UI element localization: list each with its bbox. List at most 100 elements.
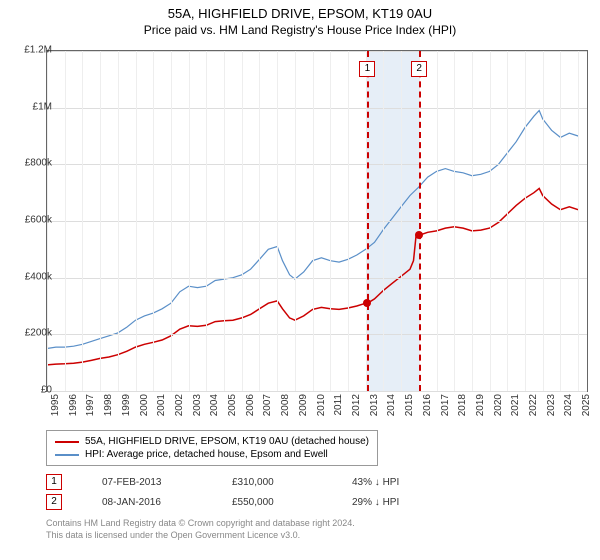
gridline-v — [100, 51, 101, 391]
x-axis-label: 2017 — [440, 394, 451, 424]
gridline-v — [171, 51, 172, 391]
gridline-v — [472, 51, 473, 391]
gridline-v — [383, 51, 384, 391]
sales-row-delta: 43% ↓ HPI — [352, 477, 399, 488]
y-axis-label: £1.2M — [12, 45, 52, 56]
x-axis-label: 1999 — [121, 394, 132, 424]
gridline-h — [47, 108, 587, 109]
gridline-v — [136, 51, 137, 391]
gridline-v — [259, 51, 260, 391]
chart-container: 55A, HIGHFIELD DRIVE, EPSOM, KT19 0AU Pr… — [0, 0, 600, 560]
footer-line-2: This data is licensed under the Open Gov… — [46, 530, 586, 542]
gridline-v — [206, 51, 207, 391]
gridline-v — [490, 51, 491, 391]
gridline-h — [47, 278, 587, 279]
x-axis-label: 2007 — [262, 394, 273, 424]
sales-row-price: £310,000 — [232, 477, 312, 488]
x-axis-label: 2025 — [581, 394, 592, 424]
gridline-h — [47, 391, 587, 392]
legend-label: 55A, HIGHFIELD DRIVE, EPSOM, KT19 0AU (d… — [85, 436, 369, 447]
sales-row-price: £550,000 — [232, 497, 312, 508]
y-axis-label: £1M — [12, 101, 52, 112]
sales-row: 107-FEB-2013£310,00043% ↓ HPI — [46, 472, 586, 492]
x-axis-label: 2003 — [192, 394, 203, 424]
gridline-v — [507, 51, 508, 391]
gridline-h — [47, 51, 587, 52]
x-axis-label: 2022 — [528, 394, 539, 424]
x-axis-label: 2012 — [351, 394, 362, 424]
gridline-v — [578, 51, 579, 391]
x-axis-label: 2020 — [493, 394, 504, 424]
y-axis-label: £0 — [12, 385, 52, 396]
gridline-v — [295, 51, 296, 391]
y-axis-label: £200k — [12, 328, 52, 339]
sale-marker-box: 1 — [359, 61, 375, 77]
sales-row-date: 08-JAN-2016 — [102, 497, 192, 508]
chart-subtitle: Price paid vs. HM Land Registry's House … — [0, 21, 600, 41]
x-axis-label: 1997 — [85, 394, 96, 424]
x-axis-label: 2006 — [245, 394, 256, 424]
x-axis-label: 2016 — [422, 394, 433, 424]
sale-marker-line — [367, 51, 369, 391]
x-axis-label: 2023 — [546, 394, 557, 424]
sales-row-marker: 1 — [46, 474, 62, 490]
x-axis-label: 2011 — [333, 394, 344, 424]
x-axis-label: 2002 — [174, 394, 185, 424]
x-axis-label: 1998 — [103, 394, 114, 424]
footer-line-1: Contains HM Land Registry data © Crown c… — [46, 518, 586, 530]
gridline-h — [47, 334, 587, 335]
y-axis-label: £600k — [12, 215, 52, 226]
x-axis-label: 2021 — [510, 394, 521, 424]
sale-dot — [363, 299, 371, 307]
sale-marker-box: 2 — [411, 61, 427, 77]
gridline-v — [118, 51, 119, 391]
x-axis-label: 2019 — [475, 394, 486, 424]
gridline-v — [313, 51, 314, 391]
x-axis-label: 2015 — [404, 394, 415, 424]
gridline-v — [224, 51, 225, 391]
x-axis-label: 2009 — [298, 394, 309, 424]
x-axis-label: 2008 — [280, 394, 291, 424]
gridline-v — [82, 51, 83, 391]
gridline-v — [401, 51, 402, 391]
x-axis-label: 2000 — [139, 394, 150, 424]
chart-plot-area: 12 — [46, 50, 588, 392]
x-axis-label: 2004 — [209, 394, 220, 424]
chart-title: 55A, HIGHFIELD DRIVE, EPSOM, KT19 0AU — [0, 0, 600, 21]
x-axis-label: 1996 — [68, 394, 79, 424]
x-axis-label: 2018 — [457, 394, 468, 424]
gridline-v — [330, 51, 331, 391]
sales-row: 2 08-JAN-2016 £550,000 29% ↓ HPI — [46, 492, 586, 512]
gridline-v — [454, 51, 455, 391]
gridline-v — [153, 51, 154, 391]
legend-row: HPI: Average price, detached house, Epso… — [55, 448, 369, 461]
sales-table: 107-FEB-2013£310,00043% ↓ HPI208-JAN-201… — [46, 472, 586, 512]
gridline-v — [348, 51, 349, 391]
legend-swatch — [55, 441, 79, 443]
legend-row: 55A, HIGHFIELD DRIVE, EPSOM, KT19 0AU (d… — [55, 435, 369, 448]
gridline-v — [242, 51, 243, 391]
x-axis-label: 1995 — [50, 394, 61, 424]
gridline-v — [437, 51, 438, 391]
x-axis-label: 2024 — [563, 394, 574, 424]
sales-row-delta: 29% ↓ HPI — [352, 497, 399, 508]
x-axis-label: 2005 — [227, 394, 238, 424]
gridline-v — [560, 51, 561, 391]
gridline-v — [525, 51, 526, 391]
y-axis-label: £800k — [12, 158, 52, 169]
x-axis-label: 2001 — [156, 394, 167, 424]
sale-dot — [415, 231, 423, 239]
legend-box: 55A, HIGHFIELD DRIVE, EPSOM, KT19 0AU (d… — [46, 430, 378, 466]
x-axis-label: 2014 — [386, 394, 397, 424]
gridline-h — [47, 221, 587, 222]
x-axis-label: 2010 — [316, 394, 327, 424]
legend-section: 55A, HIGHFIELD DRIVE, EPSOM, KT19 0AU (d… — [46, 430, 586, 541]
x-axis-label: 2013 — [369, 394, 380, 424]
footer-attribution: Contains HM Land Registry data © Crown c… — [46, 518, 586, 541]
gridline-v — [65, 51, 66, 391]
gridline-v — [543, 51, 544, 391]
y-axis-label: £400k — [12, 271, 52, 282]
gridline-v — [189, 51, 190, 391]
sales-row-marker: 2 — [46, 494, 62, 510]
gridline-h — [47, 164, 587, 165]
